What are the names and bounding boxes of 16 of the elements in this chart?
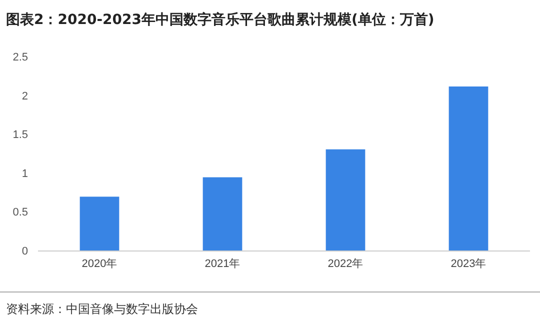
bar	[80, 196, 120, 251]
x-tick-label: 2021年	[204, 258, 240, 270]
y-tick-label: 2	[22, 90, 28, 102]
text: 资料来源：中国音像与数字出版协会	[6, 302, 198, 316]
bar	[202, 177, 242, 251]
y-tick-label: 2.5	[12, 52, 28, 64]
y-tick-label: 1	[22, 168, 28, 180]
y-tick-label: 1.5	[12, 129, 28, 142]
x-tick-label: 2022年	[328, 258, 364, 270]
x-tick-label: 2023年	[450, 258, 486, 270]
y-tick-label: 0	[22, 246, 28, 258]
y-tick-label: 0.5	[12, 206, 28, 219]
x-tick-label: 2020年	[82, 258, 118, 270]
chart-title: 图表2：2020-2023年中国数字音乐平台歌曲累计规模(单位：万首)	[6, 11, 434, 28]
bar	[448, 86, 488, 251]
bar	[326, 149, 366, 251]
